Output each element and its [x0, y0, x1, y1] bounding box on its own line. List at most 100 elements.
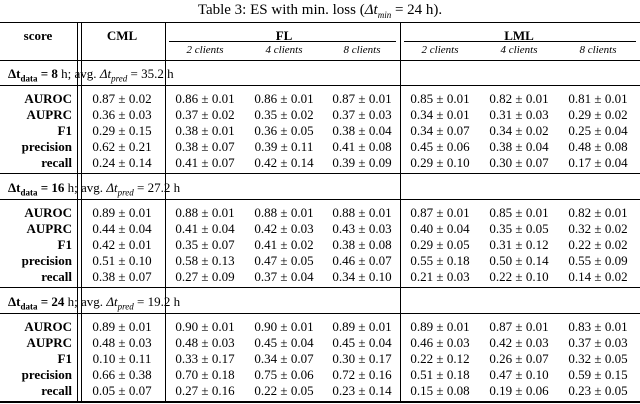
cell: 0.51 ± 0.18 [410, 367, 470, 382]
heading-var: Δt [99, 66, 112, 81]
cell: 0.81 ± 0.01 [568, 91, 628, 106]
cell: 0.62 ± 0.21 [92, 139, 152, 154]
section-heading: Δtdata = 8 h; avg. Δtpred = 35.2 h [8, 66, 174, 84]
cell: 0.32 ± 0.05 [568, 351, 628, 366]
heading-text: = 35.2 h [127, 66, 174, 81]
cell: 0.22 ± 0.02 [568, 237, 628, 252]
cell: 0.22 ± 0.10 [489, 269, 549, 284]
cell: 0.48 ± 0.03 [175, 335, 235, 350]
heading-value: = 8 [37, 66, 58, 81]
cell: 0.35 ± 0.07 [175, 237, 235, 252]
row-label: AUROC [24, 91, 72, 106]
row-label: precision [21, 253, 72, 268]
cell: 0.88 ± 0.01 [175, 205, 235, 220]
cell: 0.48 ± 0.08 [568, 139, 628, 154]
row-label: recall [41, 155, 72, 170]
cell: 0.25 ± 0.04 [568, 123, 628, 138]
cell: 0.59 ± 0.15 [568, 367, 628, 382]
cell: 0.38 ± 0.01 [175, 123, 235, 138]
cell: 0.38 ± 0.04 [489, 139, 549, 154]
subcolumn-header: 8 clients [579, 44, 617, 56]
cell: 0.37 ± 0.03 [568, 335, 628, 350]
row-label: AUROC [24, 205, 72, 220]
heading-value: = 24 [37, 294, 65, 309]
heading-text: h; avg. [64, 180, 107, 195]
rule [169, 41, 396, 42]
heading-sub: pred [111, 73, 128, 84]
cell: 0.90 ± 0.01 [254, 319, 314, 334]
rule [0, 22, 640, 23]
cell: 0.75 ± 0.06 [254, 367, 314, 382]
cell: 0.44 ± 0.04 [92, 221, 152, 236]
score-header: score [23, 28, 53, 43]
cell: 0.29 ± 0.10 [410, 155, 470, 170]
rule [0, 199, 640, 200]
cell: 0.47 ± 0.05 [254, 253, 314, 268]
cell: 0.40 ± 0.04 [410, 221, 470, 236]
group-header: CML [106, 28, 138, 43]
cell: 0.23 ± 0.05 [568, 383, 628, 398]
heading-var: Δt [8, 66, 21, 81]
cell: 0.23 ± 0.14 [332, 383, 392, 398]
cell: 0.35 ± 0.02 [254, 107, 314, 122]
cell: 0.86 ± 0.01 [175, 91, 235, 106]
cell: 0.37 ± 0.04 [254, 269, 314, 284]
cell: 0.46 ± 0.07 [332, 253, 392, 268]
cell: 0.36 ± 0.03 [92, 107, 152, 122]
cell: 0.29 ± 0.02 [568, 107, 628, 122]
cell: 0.39 ± 0.11 [254, 139, 314, 154]
cell: 0.42 ± 0.03 [254, 221, 314, 236]
heading-sub: data [20, 301, 38, 312]
cell: 0.87 ± 0.02 [92, 91, 152, 106]
cell: 0.05 ± 0.07 [92, 383, 152, 398]
rule [0, 401, 640, 403]
cell: 0.37 ± 0.03 [332, 107, 392, 122]
row-label: F1 [57, 351, 72, 366]
cell: 0.27 ± 0.16 [175, 383, 235, 398]
cell: 0.87 ± 0.01 [410, 205, 470, 220]
cell: 0.55 ± 0.09 [568, 253, 628, 268]
cell: 0.88 ± 0.01 [254, 205, 314, 220]
cell: 0.45 ± 0.04 [332, 335, 392, 350]
caption-text: = 24 h). [391, 2, 443, 18]
rule [0, 313, 640, 314]
cell: 0.42 ± 0.01 [92, 237, 152, 252]
heading-text: h; avg. [64, 294, 107, 309]
column-rule [165, 22, 166, 402]
cell: 0.34 ± 0.01 [410, 107, 470, 122]
cell: 0.89 ± 0.01 [92, 319, 152, 334]
heading-var: Δt [106, 180, 118, 195]
heading-sub: pred [117, 301, 134, 312]
cell: 0.47 ± 0.10 [489, 367, 549, 382]
heading-sub: data [20, 73, 38, 84]
cell: 0.34 ± 0.10 [332, 269, 392, 284]
cell: 0.41 ± 0.07 [175, 155, 235, 170]
column-rule [77, 22, 78, 402]
row-label: AUPRC [26, 335, 73, 350]
cell: 0.89 ± 0.01 [332, 319, 392, 334]
column-rule [400, 22, 401, 402]
heading-text: = 27.2 h [133, 180, 181, 195]
subcolumn-header: 4 clients [265, 44, 303, 56]
subcolumn-header: 8 clients [343, 44, 381, 56]
caption-sub: min [377, 10, 392, 20]
cell: 0.32 ± 0.02 [568, 221, 628, 236]
rule [0, 287, 640, 288]
cell: 0.30 ± 0.07 [489, 155, 549, 170]
cell: 0.29 ± 0.15 [92, 123, 152, 138]
cell: 0.82 ± 0.01 [568, 205, 628, 220]
cell: 0.39 ± 0.09 [332, 155, 392, 170]
heading-var: Δt [8, 294, 21, 309]
section-heading: Δtdata = 16 h; avg. Δtpred = 27.2 h [8, 180, 181, 197]
cell: 0.41 ± 0.02 [254, 237, 314, 252]
cell: 0.22 ± 0.05 [254, 383, 314, 398]
rule [404, 41, 636, 42]
subcolumn-header: 2 clients [421, 44, 459, 56]
cell: 0.83 ± 0.01 [568, 319, 628, 334]
row-label: precision [21, 367, 72, 382]
cell: 0.85 ± 0.01 [489, 205, 549, 220]
row-label: F1 [57, 237, 72, 252]
cell: 0.89 ± 0.01 [92, 205, 152, 220]
cell: 0.85 ± 0.01 [410, 91, 470, 106]
